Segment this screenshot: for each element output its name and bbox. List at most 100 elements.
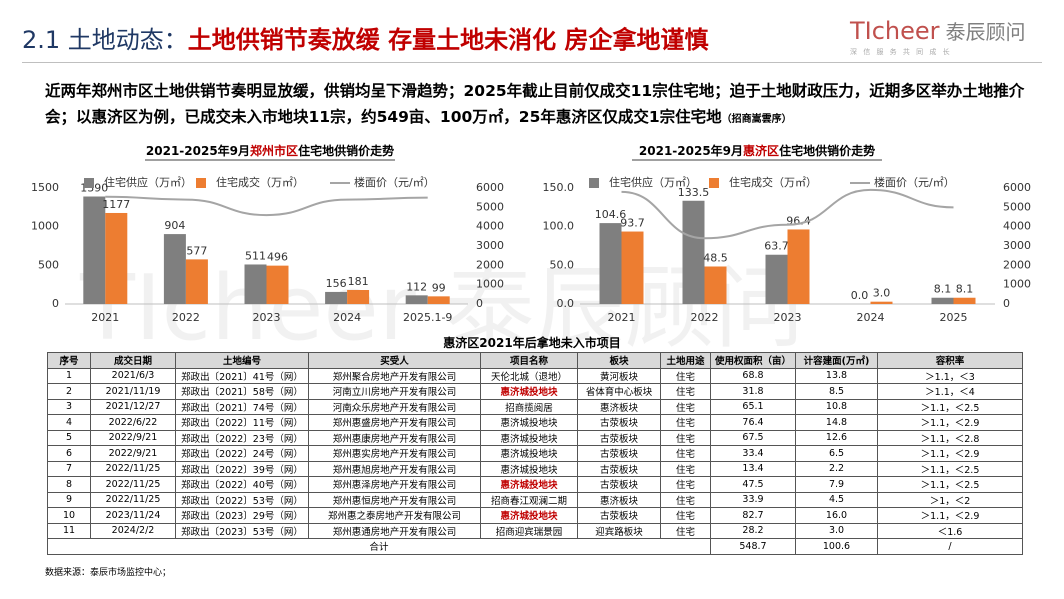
data-label: 3.0: [873, 287, 891, 300]
table-row: 2 2021/11/19 郑政出〔2021〕58号（网） 河南立川房地产开发有限公司惠…: [47, 383, 1023, 400]
summary: 近两年郑州市区土地供销节奏明显放缓，供销均呈下滑趋势；2025年截止目前仅成交1…: [45, 78, 1030, 133]
table-cell: 2022/11/25: [90, 476, 176, 493]
table-cell: 惠济板块: [577, 398, 661, 415]
bar: [83, 196, 106, 304]
bar: [185, 259, 208, 304]
table-cell: 郑州惠泽房地产开发有限公司: [308, 476, 481, 493]
table-cell: 招商迎宾瑞景园: [480, 522, 578, 539]
table-row: 4 2022/6/22 郑政出〔2022〕11号（网） 郑州惠盛房地产开发有限公司 惠济…: [47, 414, 1023, 431]
x-tick-label: 2025.1-9: [403, 311, 452, 324]
chart-title-part: 郑州市区: [250, 143, 298, 158]
table-cell: 31.8: [710, 383, 796, 400]
table-cell: 古荥板块: [577, 460, 661, 477]
table-cell: ＞1.1，＜2.5: [877, 398, 1023, 415]
table-row: 3 2021/12/27 郑政出〔2021〕74号（网） 河南众乐房地产开发有限公司招…: [47, 398, 1023, 415]
table-cell: 2022/9/21: [90, 445, 176, 462]
table-cell: 住宅: [660, 367, 711, 384]
table-cell: 7.9: [795, 476, 878, 493]
table-cell: 住宅: [660, 522, 711, 539]
table-row: 9 2022/11/25 郑政出〔2022〕53号（网） 郑州惠恒房地产开发有限公司招…: [47, 491, 1023, 508]
data-label: 8.1: [934, 283, 952, 296]
table-cell: 天伦北城（退地）: [480, 367, 578, 384]
bar: [870, 301, 893, 304]
y2-tick-label: 0: [476, 297, 483, 310]
legend-swatch: [709, 178, 719, 188]
legend-swatch: [84, 178, 94, 188]
summary-text: 近两年郑州市区土地供销节奏明显放缓，供销均呈下滑趋势；2025年截止目前仅成交1…: [45, 82, 1025, 126]
table-row: 序号 成交日期 土地编号 买受人 项目名称 板块 土地用途 使用权面积（亩） 计容建面(万㎡) 容…: [47, 352, 1023, 369]
x-tick-label: 2023: [253, 311, 281, 324]
price-line: [621, 188, 954, 240]
y-tick-label: 150.0: [543, 181, 575, 194]
summary-note: （招商嵩雲序）: [721, 114, 792, 125]
table-cell: 住宅: [660, 476, 711, 493]
table-row: 10 2023/11/24 郑政出〔2023〕29号（网） 郑州惠之泰房地产开发有限公…: [47, 507, 1023, 524]
table-title: 惠济区2021年后拿地未入市项目: [443, 336, 621, 350]
table-cell: 2: [47, 383, 91, 400]
table-row: 1 2021/6/3 郑政出〔2021〕41号（网） 郑州聚合房地产开发有限公司 天伦北…: [47, 367, 1023, 384]
table-cell: 6.5: [795, 445, 878, 462]
table-row: 7 2022/11/25 郑政出〔2022〕39号（网） 郑州惠旭房地产开发有限公司惠…: [47, 460, 1023, 477]
legend-label: 住宅供应（万㎡）: [104, 175, 192, 189]
y-tick-label: 0.0: [557, 297, 575, 310]
bar: [325, 291, 348, 304]
table-cell: 67.5: [710, 429, 796, 446]
y2-tick-label: 6000: [476, 181, 504, 194]
table-cell: 郑州聚合房地产开发有限公司: [308, 367, 481, 384]
bar: [405, 295, 428, 304]
table-cell: 65.1: [710, 398, 796, 415]
data-label: 511: [245, 249, 266, 262]
x-tick-label: 2022: [172, 311, 200, 324]
bar: [599, 223, 622, 304]
y2-tick-label: 6000: [1003, 181, 1031, 194]
table-cell: 郑政出〔2022〕11号（网）: [175, 414, 309, 431]
chart-title-part: 2021-2025年9月: [146, 143, 250, 158]
total-label: 合计: [47, 538, 711, 555]
table-cell: 2021/6/3: [90, 367, 176, 384]
logo-slogan: 深 信 服 务 共 同 成 长: [850, 48, 952, 56]
table-cell: 郑州惠康房地产开发有限公司: [308, 429, 481, 446]
data-label: 577: [186, 244, 207, 257]
table: 序号 成交日期 土地编号 买受人 项目名称 板块 土地用途 使用权面积（亩） 计容建面(万㎡) 容…: [47, 352, 1023, 555]
chart-title: 2021-2025年9月惠济区住宅地供销价走势: [639, 143, 875, 158]
table-cell: 9: [47, 491, 91, 508]
y-tick-label: 50.0: [550, 258, 575, 271]
chart-title-part: 住宅地供销价走势: [779, 143, 875, 158]
table-cell: 4: [47, 414, 91, 431]
table-row: 8 2022/11/25 郑政出〔2022〕40号（网） 郑州惠泽房地产开发有限公司惠…: [47, 476, 1023, 493]
table-cell: 住宅: [660, 445, 711, 462]
x-tick-label: 2024: [333, 311, 361, 324]
chart-title: 2021-2025年9月郑州市区住宅地供销价走势: [146, 143, 394, 158]
column-header: 成交日期: [90, 352, 176, 369]
table-cell: ＞1.1，＜2.9: [877, 507, 1023, 524]
legend-swatch: [589, 178, 599, 188]
table-cell: 郑政出〔2022〕39号（网）: [175, 460, 309, 477]
y2-tick-label: 1000: [476, 278, 504, 291]
table-cell: 惠济板块: [577, 491, 661, 508]
legend-label: 住宅供应（万㎡）: [609, 175, 697, 189]
chart-title-part: 2021-2025年9月: [639, 143, 743, 158]
source: 数据来源：泰辰市场监控中心；: [45, 568, 172, 578]
table-cell: 郑政出〔2022〕40号（网）: [175, 476, 309, 493]
table-cell: 68.8: [710, 367, 796, 384]
column-header: 买受人: [308, 352, 481, 369]
table-cell: 住宅: [660, 398, 711, 415]
y2-tick-label: 5000: [1003, 200, 1031, 213]
data-label: 99: [432, 281, 446, 294]
table-cell: 6: [47, 445, 91, 462]
x-tick-label: 2021: [608, 311, 636, 324]
table-cell: 惠济城投地块: [480, 429, 578, 446]
chart-title-part: 惠济区: [743, 143, 779, 158]
y2-tick-label: 5000: [476, 200, 504, 213]
table-cell: 郑州惠实房地产开发有限公司: [308, 445, 481, 462]
column-header: 板块: [577, 352, 661, 369]
table-cell: 郑州惠盛房地产开发有限公司: [308, 414, 481, 431]
table-cell: 郑政出〔2022〕23号（网）: [175, 429, 309, 446]
y-tick-label: 500: [38, 258, 59, 271]
table-cell: 2023/11/24: [90, 507, 176, 524]
data-label: 48.5: [703, 251, 728, 264]
x-tick-label: 2024: [857, 311, 885, 324]
table-cell: 28.2: [710, 522, 796, 539]
data-label: 1177: [102, 198, 130, 211]
